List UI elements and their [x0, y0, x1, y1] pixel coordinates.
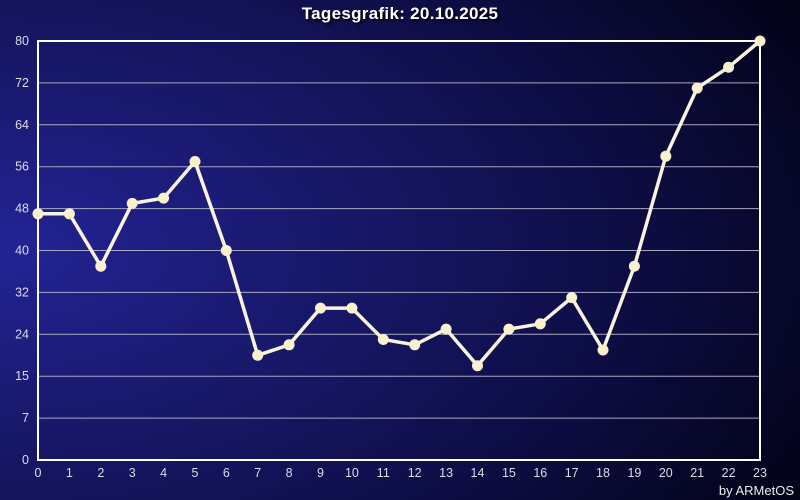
y-axis-tick-label: 72: [15, 76, 29, 90]
y-axis-tick-label: 48: [15, 202, 29, 216]
x-axis-tick-label: 21: [690, 466, 704, 480]
plot-border: [37, 40, 761, 461]
data-point: [95, 260, 107, 272]
data-point: [283, 339, 295, 351]
x-axis-tick-label: 8: [286, 466, 293, 480]
data-point: [377, 334, 389, 345]
data-point: [503, 323, 515, 335]
data-point: [126, 197, 138, 209]
credit-label: by ARMetOS: [718, 483, 794, 498]
data-point: [628, 260, 640, 272]
data-point: [660, 150, 672, 162]
y-axis-tick-label: 40: [15, 244, 29, 258]
y-axis-tick-label: 32: [15, 285, 29, 299]
data-point: [315, 302, 326, 314]
x-axis-tick-label: 13: [439, 466, 453, 480]
data-point: [754, 35, 766, 47]
data-point: [346, 302, 358, 314]
data-point: [566, 292, 578, 304]
data-point: [158, 192, 170, 204]
x-axis-tick-label: 15: [502, 466, 516, 480]
y-axis-tick-label: 80: [15, 34, 29, 48]
x-axis-tick-label: 17: [565, 466, 579, 480]
x-axis-tick-label: 5: [192, 466, 199, 480]
x-axis-tick-label: 20: [659, 466, 673, 480]
x-axis-tick-label: 19: [627, 466, 641, 480]
x-axis-tick-label: 23: [753, 466, 767, 480]
x-axis-tick-label: 12: [408, 466, 422, 480]
data-point: [409, 339, 421, 351]
x-axis-tick-label: 2: [97, 466, 104, 480]
x-axis-tick-label: 3: [129, 466, 136, 480]
y-axis-tick-label: 7: [22, 411, 29, 425]
x-axis-tick-label: 18: [596, 466, 610, 480]
x-axis-tick-label: 22: [722, 466, 736, 480]
x-axis-tick-label: 6: [223, 466, 230, 480]
x-axis-tick-label: 14: [471, 466, 485, 480]
x-axis-tick-label: 16: [533, 466, 547, 480]
data-point: [691, 82, 703, 94]
y-axis-tick-label: 0: [22, 453, 29, 467]
x-axis-tick-label: 10: [345, 466, 359, 480]
y-axis-tick-label: 64: [15, 118, 29, 132]
data-point: [220, 245, 232, 256]
y-axis-tick-label: 24: [15, 327, 29, 341]
data-point: [472, 360, 483, 372]
y-axis-tick-label: 15: [15, 369, 29, 383]
x-axis-tick-label: 9: [317, 466, 324, 480]
data-point: [723, 61, 735, 73]
data-line: [36, 39, 762, 368]
data-point: [63, 208, 75, 220]
data-point: [189, 156, 201, 167]
data-point: [252, 349, 264, 361]
x-axis-tick-label: 11: [377, 466, 390, 480]
data-point: [597, 344, 609, 356]
chart-title: Tagesgrafik: 20.10.2025: [301, 4, 499, 23]
x-axis-tick-label: 1: [66, 466, 73, 480]
data-point: [440, 323, 452, 335]
data-point: [32, 208, 44, 220]
x-axis-tick-label: 7: [254, 466, 261, 480]
x-axis-tick-label: 0: [35, 466, 42, 480]
x-axis-tick-label: 4: [160, 466, 167, 480]
data-point: [534, 318, 546, 330]
y-axis-tick-label: 56: [15, 160, 29, 174]
